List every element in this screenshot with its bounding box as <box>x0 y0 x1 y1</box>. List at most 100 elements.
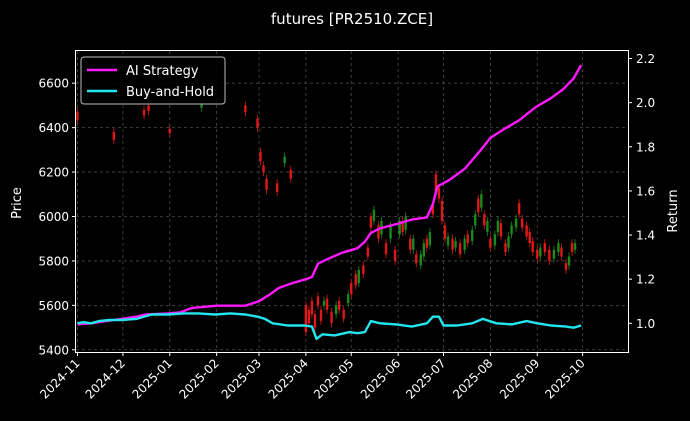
candle-body <box>401 220 404 233</box>
candle-body <box>428 232 432 246</box>
candle-body <box>310 300 314 315</box>
candle-body <box>504 243 507 253</box>
candle-body <box>147 105 150 111</box>
candle-body <box>200 103 203 108</box>
y-axis-label: Price <box>10 187 25 219</box>
candle-body <box>393 249 397 261</box>
legend-label-ai-strategy: AI Strategy <box>126 64 199 79</box>
candle-body <box>525 225 528 237</box>
candle-body <box>531 240 534 253</box>
buy-and-hold-line <box>77 312 582 340</box>
y-tick-label: 5800 <box>38 254 69 268</box>
candle-body <box>384 243 388 255</box>
candle-body <box>477 198 480 213</box>
candle-body <box>265 178 268 190</box>
candle-body <box>262 165 265 173</box>
candle-body <box>539 247 542 257</box>
candle-body <box>342 309 345 319</box>
candle-body <box>573 243 577 250</box>
y2-tick-label: 2.2 <box>636 52 655 66</box>
plot-frame <box>75 50 629 353</box>
candle-body <box>322 300 326 306</box>
legend-label-buy-and-hold: Buy-and-Hold <box>126 85 214 100</box>
candle-body <box>483 214 486 226</box>
candle-body <box>415 254 418 264</box>
candle-body <box>283 156 286 164</box>
candle-body <box>76 112 79 120</box>
candle-body <box>440 200 444 221</box>
candle-body <box>347 294 350 304</box>
y-tick-label: 6400 <box>38 121 69 135</box>
candle-body <box>425 238 429 248</box>
candle-body <box>466 234 469 244</box>
candle-body <box>514 218 518 228</box>
y2-tick-label: 1.8 <box>636 140 655 154</box>
candle-body <box>325 298 329 310</box>
candle-body <box>557 243 560 253</box>
candle-body <box>389 225 392 239</box>
candle-body <box>334 305 338 315</box>
candle-body <box>275 183 279 193</box>
y-tick-label: 5400 <box>38 343 69 357</box>
candle-body <box>259 152 262 161</box>
price-axis: 5400 5600 5800 6000 6200 6400 6600 <box>38 77 76 357</box>
candle-body <box>330 312 333 324</box>
candle-body <box>350 283 353 295</box>
candle-body <box>567 256 571 266</box>
legend: AI Strategy Buy-and-Hold <box>80 56 226 105</box>
candle-body <box>517 203 521 215</box>
return-axis: 1.0 1.2 1.4 1.6 1.8 2.0 2.2 <box>628 52 655 331</box>
candle-body <box>570 243 574 253</box>
candle-body <box>366 247 370 257</box>
candle-body <box>536 249 539 259</box>
candle-body <box>289 169 292 179</box>
candle-body <box>454 240 457 248</box>
candle-body <box>431 205 435 215</box>
candle-body <box>543 243 547 253</box>
candle-body <box>256 118 259 128</box>
candle-body <box>372 209 376 221</box>
ai-strategy-line <box>77 64 583 326</box>
candle-body <box>409 238 412 250</box>
candle-body <box>412 238 415 250</box>
candle-body <box>548 249 551 261</box>
candle-body <box>507 236 510 248</box>
candle-body <box>337 300 341 310</box>
y2-tick-label: 1.0 <box>636 317 655 331</box>
candlesticks <box>76 99 577 337</box>
candle-body <box>434 174 438 193</box>
candle-body <box>480 194 483 208</box>
y-tick-label: 6200 <box>38 166 69 180</box>
candle-body <box>489 238 492 248</box>
candle-body <box>451 238 454 250</box>
candle-body <box>244 105 247 113</box>
candle-body <box>499 223 503 237</box>
candle-body <box>496 220 500 233</box>
candle-body <box>304 305 308 333</box>
y2-tick-label: 1.2 <box>636 273 655 287</box>
candle-body <box>307 309 311 324</box>
candle-body <box>443 225 447 239</box>
candle-body <box>357 269 361 284</box>
candle-body <box>486 220 489 233</box>
candle-body <box>564 263 568 270</box>
candle-body <box>422 243 426 257</box>
candle-body <box>419 254 423 266</box>
candle-body <box>369 216 373 228</box>
y-tick-label: 6600 <box>38 77 69 91</box>
candle-body <box>319 309 323 321</box>
candle-body <box>142 109 146 116</box>
candle-body <box>493 234 497 246</box>
y2-tick-label: 1.4 <box>636 229 655 243</box>
y2-tick-label: 2.0 <box>636 96 655 110</box>
candle-body <box>437 187 441 199</box>
candle-body <box>471 229 474 241</box>
candle-body <box>520 218 524 228</box>
candle-body <box>112 132 116 140</box>
chart-title: futures [PR2510.ZCE] <box>271 10 433 28</box>
candle-body <box>510 225 513 235</box>
candle-body <box>377 225 380 239</box>
candle-body <box>168 128 171 134</box>
candle-body <box>362 265 365 275</box>
